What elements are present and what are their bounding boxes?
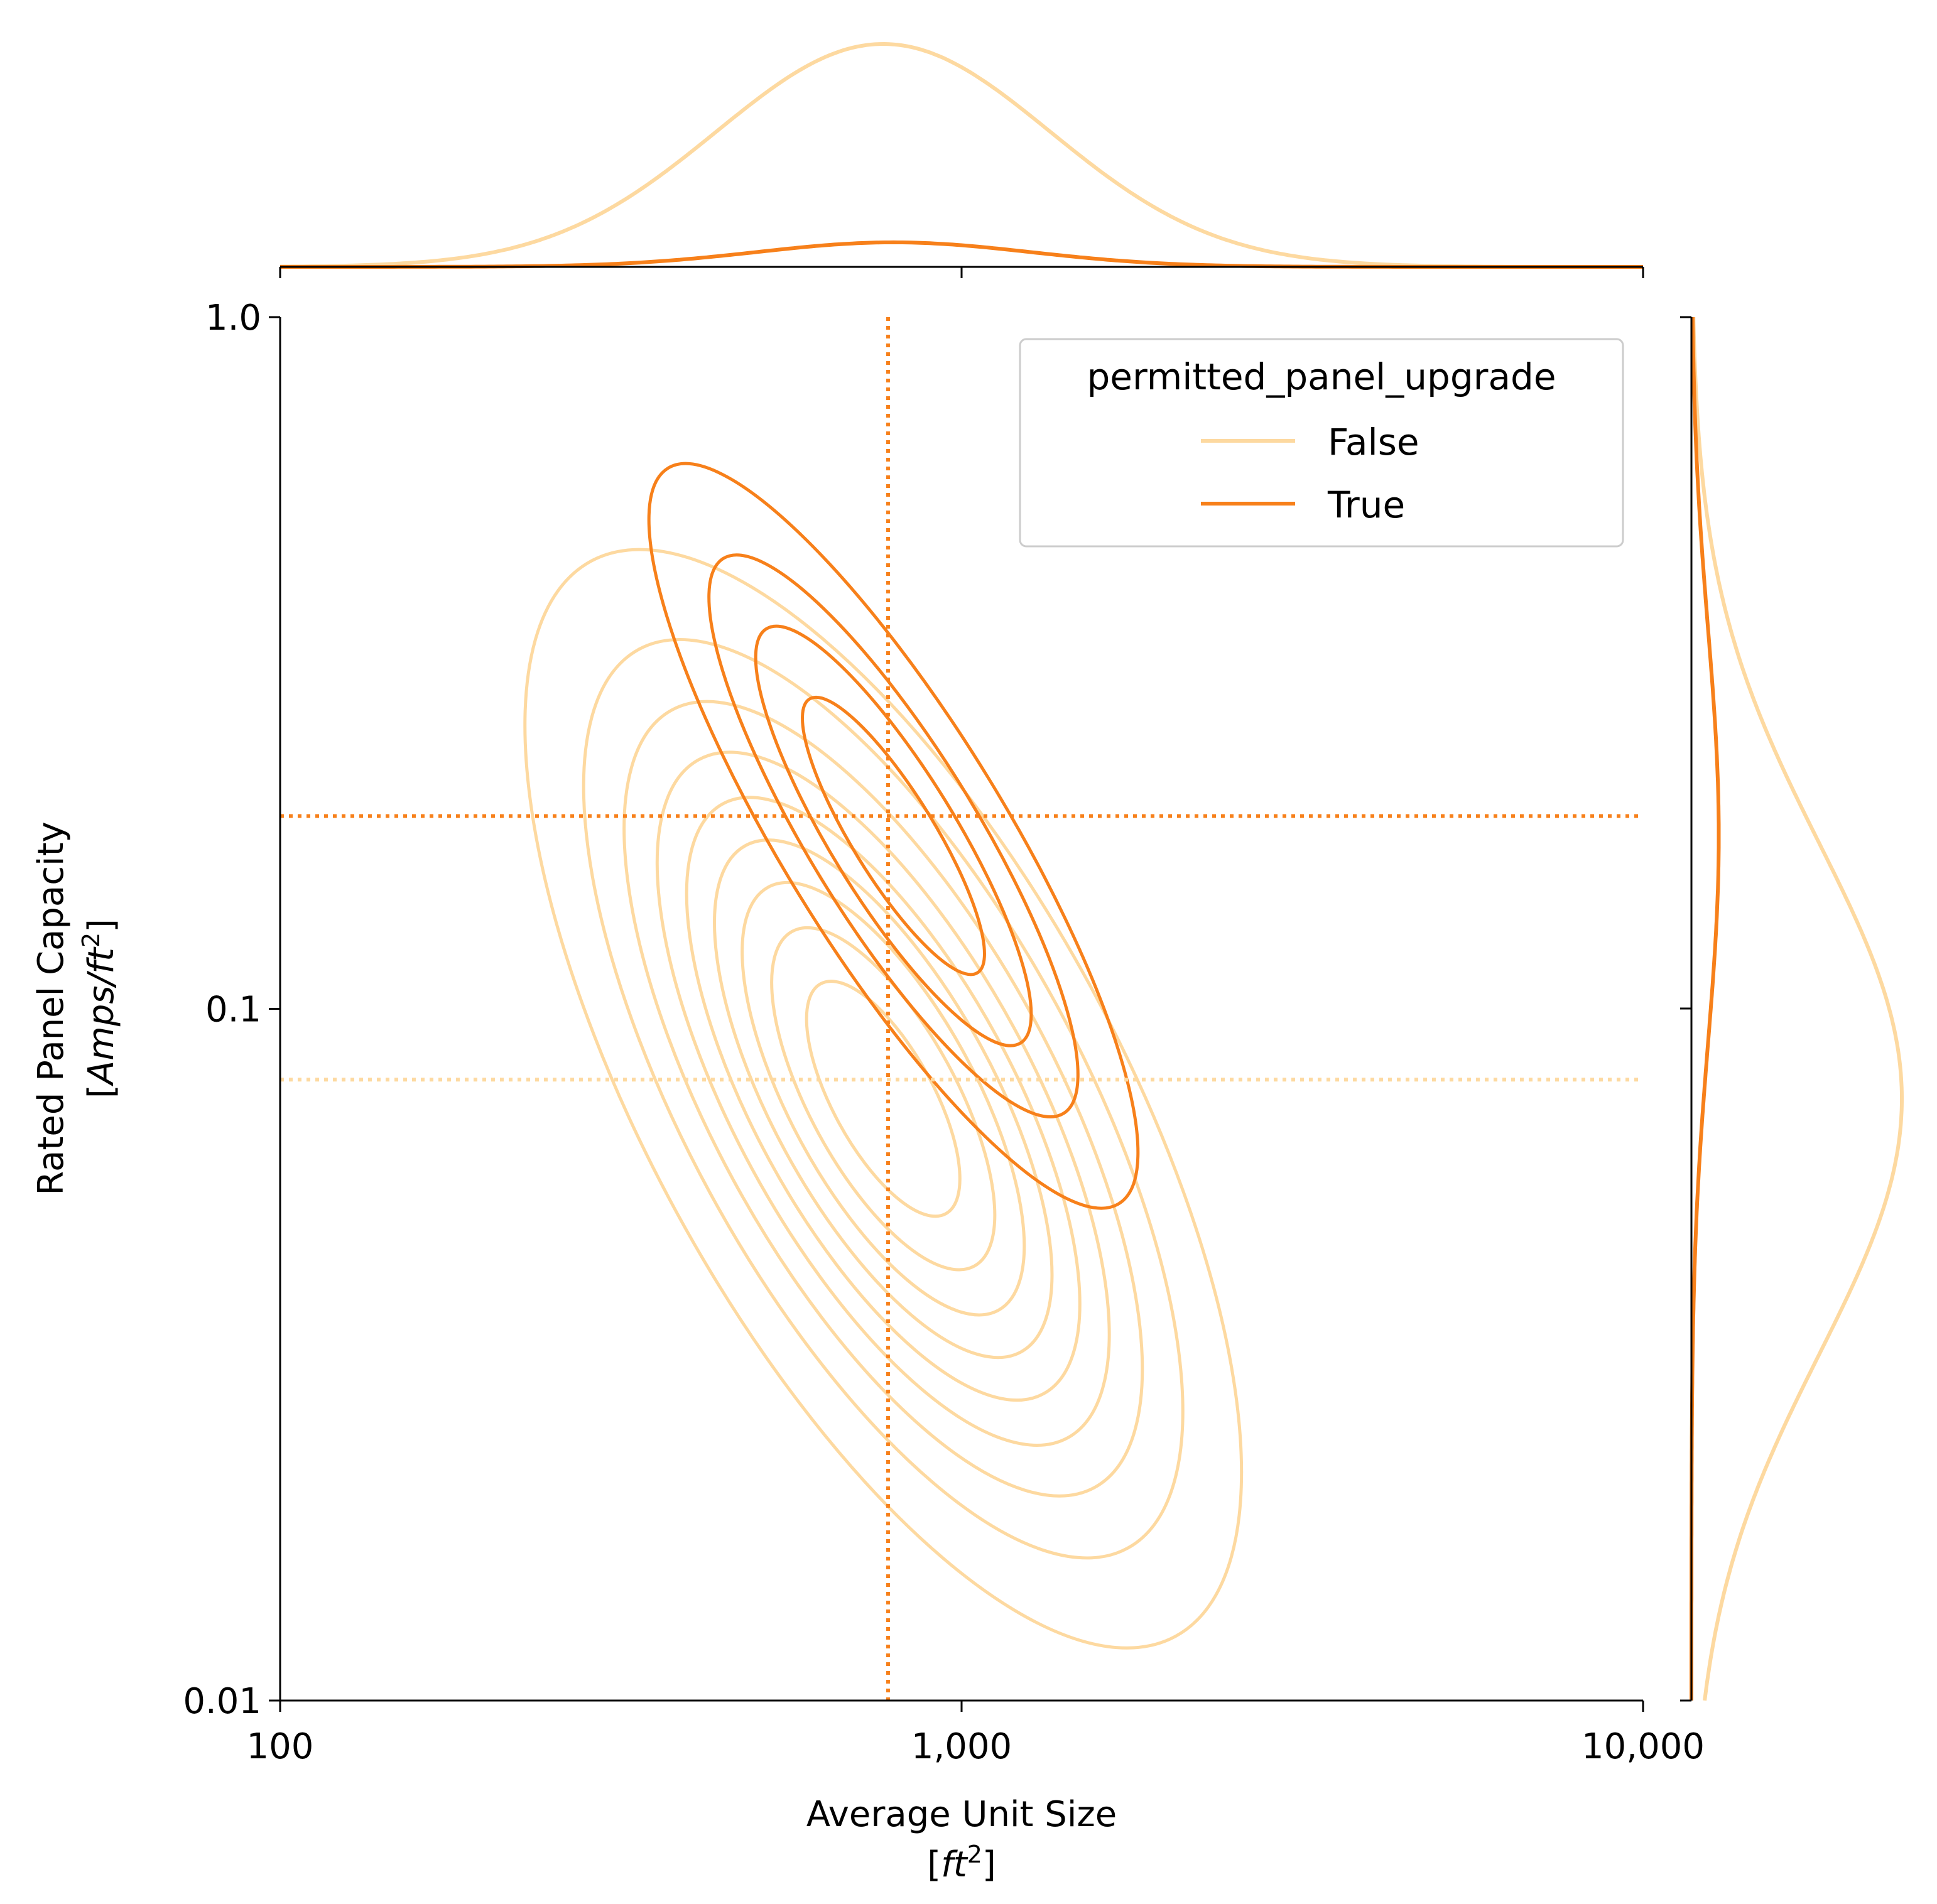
y-axis-unit-text: Amps/ft bbox=[81, 946, 122, 1086]
contour-true-4 bbox=[801, 695, 986, 976]
legend: permitted_panel_upgrade False True bbox=[1019, 338, 1624, 548]
y-axis-label: Rated Panel Capacity bbox=[31, 821, 72, 1195]
contour-false-6 bbox=[713, 838, 1054, 1360]
x-tick-label-1: 1,000 bbox=[911, 1726, 1012, 1767]
contour-false-3 bbox=[622, 700, 1144, 1498]
y-tick-label-2: 1.0 bbox=[205, 298, 261, 338]
contour-false-1 bbox=[523, 548, 1244, 1650]
contour-false-2 bbox=[582, 637, 1185, 1560]
x-axis-unit: [ft2] bbox=[927, 1841, 996, 1885]
x-axis-label: Average Unit Size bbox=[806, 1794, 1117, 1835]
right-marginal-curve-true bbox=[1690, 316, 1721, 1701]
y-axis-label-group: Rated Panel Capacity [Amps/ft2] bbox=[31, 821, 122, 1195]
main-plot: 100 1,000 10,000 0.01 0.1 1.0 Average Unit S… bbox=[31, 298, 1705, 1885]
right-marginal-curve-false bbox=[1691, 316, 1904, 1701]
x-tick-label-2: 10,000 bbox=[1582, 1726, 1705, 1767]
top-marginal bbox=[279, 41, 1644, 278]
right-marginal bbox=[1680, 316, 1904, 1702]
contour-false-7 bbox=[741, 880, 1026, 1317]
contours bbox=[523, 462, 1244, 1650]
y-tick-label-0: 0.01 bbox=[183, 1681, 261, 1722]
x-tick-label-0: 100 bbox=[247, 1726, 314, 1767]
top-marginal-curves bbox=[279, 41, 1643, 269]
y-axis-unit-exp: 2 bbox=[77, 933, 105, 948]
y-tick-label-1: 0.1 bbox=[205, 990, 261, 1030]
y-axis-unit: [Amps/ft2] bbox=[77, 919, 122, 1098]
contour-false-4 bbox=[655, 750, 1111, 1447]
contour-true-1 bbox=[647, 462, 1140, 1210]
contour-true-2 bbox=[707, 553, 1080, 1118]
legend-label-false: False bbox=[1328, 421, 1419, 463]
x-axis-unit-exp: 2 bbox=[967, 1841, 982, 1868]
median-lines bbox=[280, 317, 1643, 1701]
legend-box bbox=[1019, 338, 1624, 548]
right-marginal-curves bbox=[1690, 316, 1904, 1701]
contour-false-5 bbox=[685, 796, 1082, 1402]
y-ticks: 0.01 0.1 1.0 bbox=[183, 298, 280, 1722]
legend-title: permitted_panel_upgrade bbox=[1087, 355, 1556, 398]
top-marginal-curve-false bbox=[279, 41, 1643, 269]
contour-false-8 bbox=[770, 926, 997, 1272]
x-ticks: 100 1,000 10,000 bbox=[247, 1701, 1705, 1767]
contour-false-9 bbox=[805, 980, 962, 1218]
legend-label-true: True bbox=[1327, 484, 1405, 526]
contour-true-3 bbox=[754, 624, 1033, 1047]
x-axis-unit-text: ft bbox=[941, 1844, 968, 1885]
